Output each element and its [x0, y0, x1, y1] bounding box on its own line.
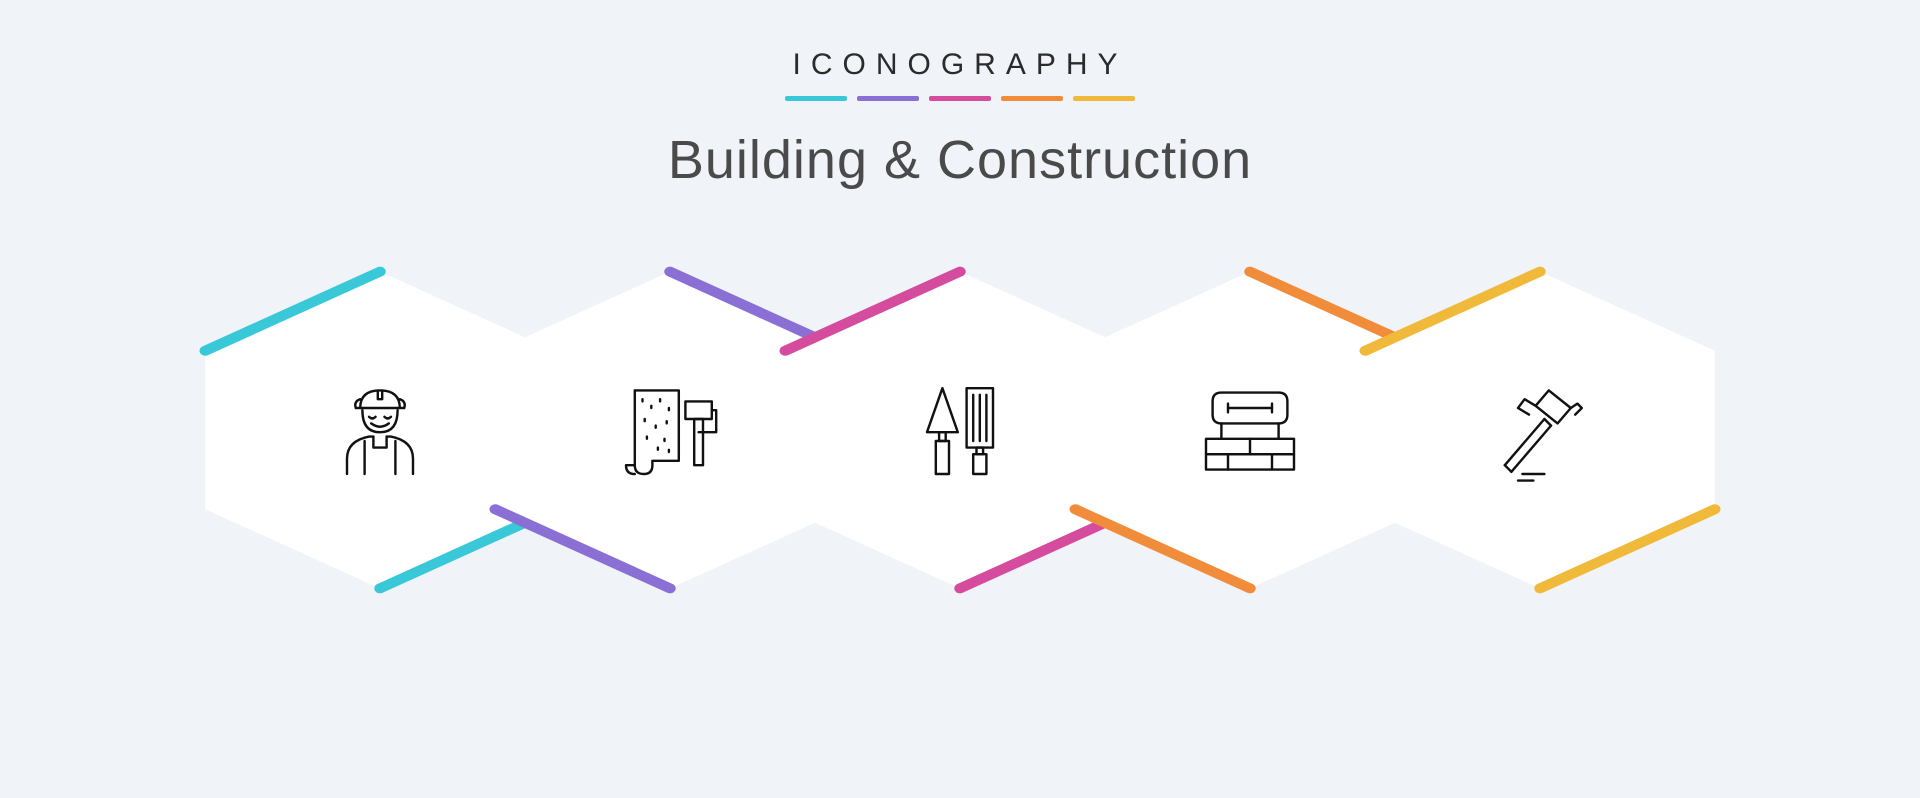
underline-dash — [1001, 96, 1063, 101]
underline-dash — [857, 96, 919, 101]
bench-icon — [1175, 355, 1325, 505]
worker-icon — [305, 355, 455, 505]
wallpaper-icon — [595, 355, 745, 505]
underline-dash — [929, 96, 991, 101]
trowel-icon — [885, 355, 1035, 505]
hex-row — [0, 280, 1920, 760]
hex-tile — [1350, 265, 1730, 595]
brand-label: ICONOGRAPHY — [0, 48, 1920, 82]
page-title: Building & Construction — [0, 129, 1920, 191]
hammer-icon — [1465, 355, 1615, 505]
underline-dash — [1073, 96, 1135, 101]
underline-dash — [785, 96, 847, 101]
header: ICONOGRAPHY Building & Construction — [0, 0, 1920, 191]
brand-underline — [0, 96, 1920, 101]
